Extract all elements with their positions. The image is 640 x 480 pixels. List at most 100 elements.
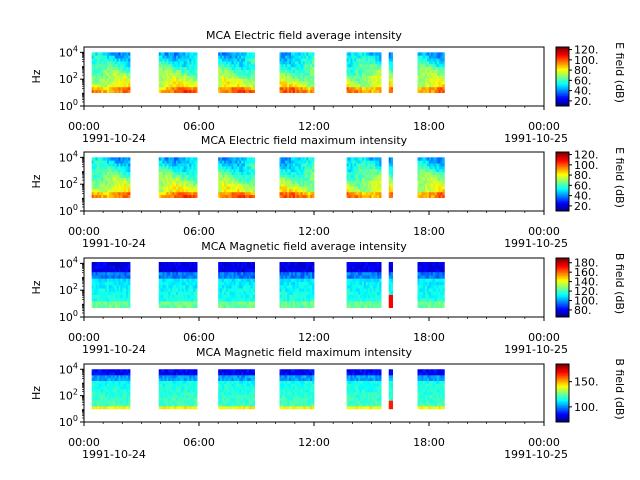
heatmap-cell <box>373 177 376 181</box>
heatmap-cell <box>367 81 370 85</box>
colorbar-segment <box>556 177 569 179</box>
heatmap-cell <box>300 66 303 70</box>
heatmap-cell <box>354 268 357 273</box>
heatmap-cell <box>298 60 301 65</box>
heatmap-cell <box>356 52 359 56</box>
heatmap-cell <box>237 301 240 305</box>
heatmap-cell <box>296 89 300 93</box>
heatmap-cell <box>356 171 359 175</box>
heatmap-cell <box>223 191 227 196</box>
heatmap-cell <box>361 83 365 88</box>
heatmap-cell <box>363 284 367 289</box>
heatmap-cell <box>287 291 290 295</box>
heatmap-cell <box>306 294 309 299</box>
heatmap-cell <box>107 177 110 181</box>
heatmap-cell <box>91 278 94 282</box>
heatmap-cell <box>112 268 116 273</box>
heatmap-cell <box>352 271 355 276</box>
heatmap-cell <box>427 278 430 282</box>
heatmap-cell <box>377 177 380 181</box>
heatmap-cell <box>160 58 163 62</box>
heatmap-cell <box>289 262 292 266</box>
heatmap-cell <box>369 75 372 79</box>
heatmap-cell <box>158 89 162 93</box>
heatmap-cell <box>241 301 244 305</box>
heatmap-cell <box>304 171 307 175</box>
heatmap-cell <box>166 171 169 175</box>
heatmap-cell <box>440 281 443 286</box>
heatmap-cell <box>191 160 194 164</box>
heatmap-cell <box>432 304 436 309</box>
heatmap-cell <box>179 58 183 62</box>
heatmap-cell <box>177 63 181 68</box>
heatmap-cell <box>158 177 162 181</box>
heatmap-cell <box>158 301 162 305</box>
heatmap-cell <box>285 72 288 76</box>
heatmap-cell <box>356 265 359 269</box>
heatmap-cell <box>164 63 167 68</box>
heatmap-cell <box>108 284 112 289</box>
heatmap-cell <box>108 69 112 73</box>
heatmap-cell <box>365 63 369 68</box>
heatmap-cell <box>287 174 290 178</box>
heatmap-cell <box>118 177 121 181</box>
heatmap-cell <box>300 281 303 286</box>
heatmap-cell <box>191 168 194 173</box>
data-window-5 <box>346 262 382 309</box>
heatmap-cell <box>442 165 445 170</box>
heatmap-cell <box>358 55 361 59</box>
heatmap-cell <box>310 304 313 309</box>
heatmap-cell <box>241 297 244 302</box>
heatmap-cell <box>126 163 129 167</box>
heatmap-cell <box>174 63 177 68</box>
heatmap-cell <box>292 66 296 70</box>
heatmap-cell <box>427 188 430 193</box>
heatmap-cell <box>118 58 121 62</box>
heatmap-cell <box>248 191 252 196</box>
heatmap-cell <box>95 69 98 73</box>
heatmap-cell <box>388 265 392 269</box>
heatmap-cell <box>222 63 225 68</box>
heatmap-cell <box>373 174 376 178</box>
heatmap-cell <box>292 78 296 82</box>
heatmap-cell <box>120 86 123 91</box>
heatmap-cell <box>440 194 443 198</box>
heatmap-cell <box>107 284 110 289</box>
heatmap-cell <box>91 281 94 286</box>
heatmap-cell <box>291 191 294 196</box>
heatmap-cell <box>358 69 361 73</box>
heatmap-cell <box>442 262 445 266</box>
heatmap-cell <box>294 66 298 70</box>
heatmap-cell <box>158 304 162 309</box>
heatmap-cell <box>350 174 353 178</box>
heatmap-cell <box>432 180 436 184</box>
heatmap-cell <box>177 86 181 91</box>
heatmap-cell <box>164 165 167 170</box>
heatmap-cell <box>97 180 100 184</box>
heatmap-cell <box>306 177 309 181</box>
heatmap-cell <box>423 291 426 295</box>
heatmap-cell <box>294 55 298 59</box>
heatmap-cell <box>239 160 242 164</box>
heatmap-cell <box>107 271 110 276</box>
heatmap-cell <box>440 271 443 276</box>
heatmap-cell <box>241 288 244 292</box>
heatmap-cell <box>432 291 436 295</box>
heatmap-cell <box>302 288 305 292</box>
heatmap-cell <box>367 191 370 196</box>
heatmap-cell <box>174 163 177 167</box>
heatmap-cell <box>354 297 357 302</box>
heatmap-cell <box>91 55 94 59</box>
heatmap-cell <box>176 78 179 82</box>
heatmap-cell <box>181 291 185 295</box>
colorbar-segment <box>556 197 569 200</box>
heatmap-cell <box>162 265 165 269</box>
heatmap-cell <box>300 157 303 161</box>
heatmap-cell <box>421 177 424 181</box>
heatmap-cell <box>440 188 443 193</box>
heatmap-cell <box>421 186 424 190</box>
heatmap-cell <box>379 58 382 62</box>
heatmap-cell <box>306 271 309 276</box>
heatmap-cell <box>126 275 129 279</box>
heatmap-cell <box>243 66 246 70</box>
